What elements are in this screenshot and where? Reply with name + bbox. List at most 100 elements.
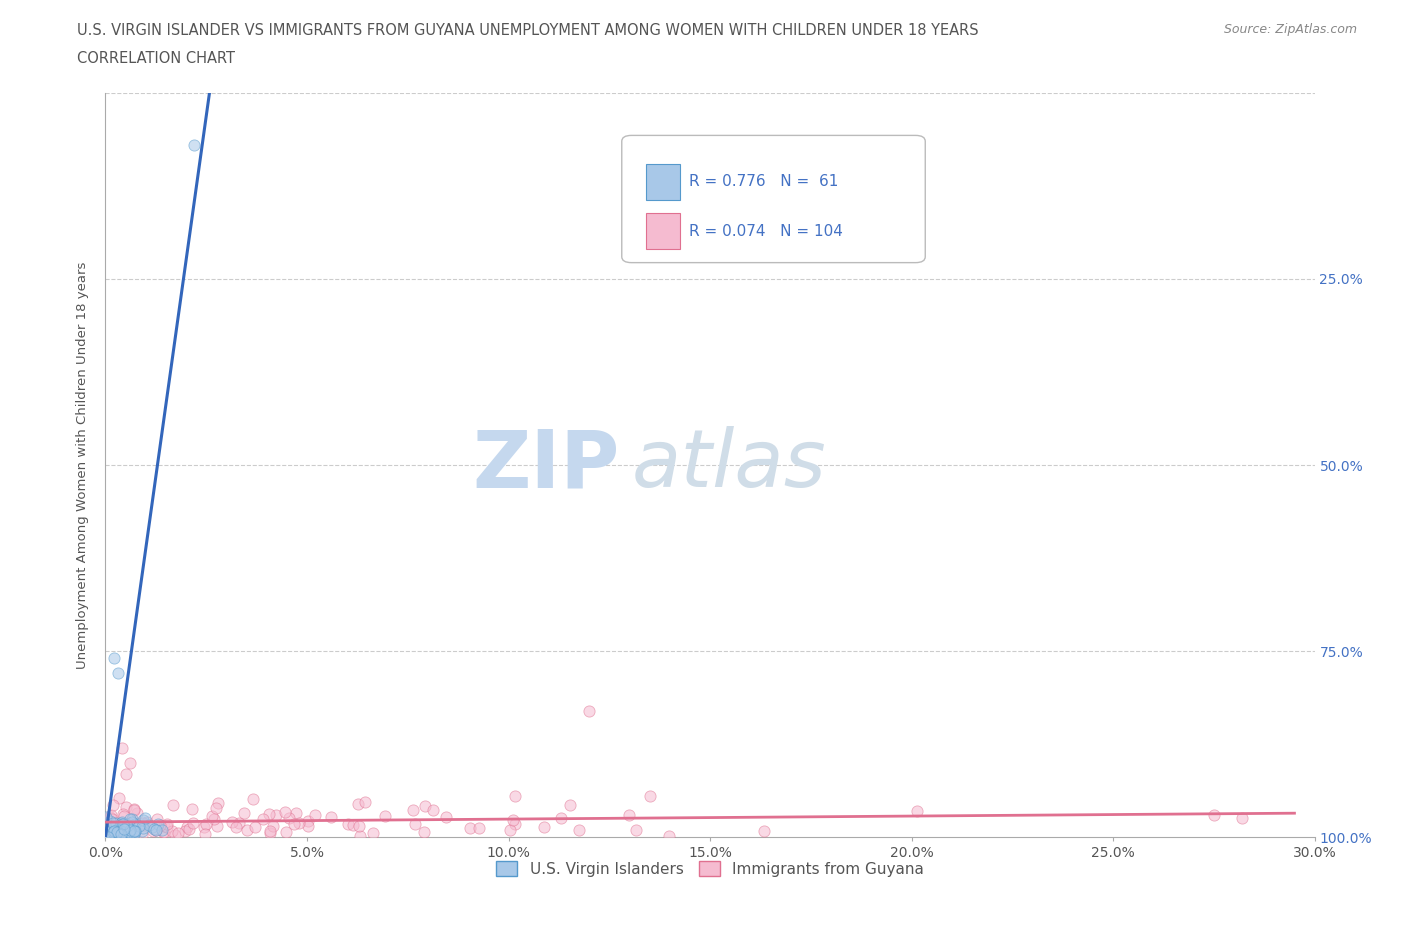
Point bbox=[152, 825, 174, 840]
Point bbox=[568, 823, 591, 838]
Point bbox=[402, 803, 425, 817]
Point bbox=[288, 816, 311, 830]
Point bbox=[114, 766, 136, 781]
Point bbox=[284, 805, 307, 820]
Text: R = 0.776   N =  61: R = 0.776 N = 61 bbox=[689, 174, 839, 189]
Point bbox=[274, 804, 297, 819]
Point bbox=[110, 816, 132, 830]
Point bbox=[142, 824, 165, 839]
Point bbox=[166, 825, 188, 840]
Point bbox=[201, 809, 224, 824]
Point bbox=[104, 816, 127, 830]
Point bbox=[112, 817, 135, 831]
Point bbox=[205, 818, 228, 833]
Point bbox=[550, 810, 572, 825]
Point bbox=[98, 809, 121, 824]
Point bbox=[404, 817, 426, 831]
Point bbox=[413, 799, 436, 814]
FancyBboxPatch shape bbox=[621, 136, 925, 262]
Point bbox=[136, 815, 159, 830]
Point bbox=[336, 817, 359, 831]
Point bbox=[131, 813, 153, 828]
Point bbox=[145, 822, 167, 837]
Point bbox=[278, 811, 301, 826]
Point bbox=[153, 818, 176, 833]
Point bbox=[148, 817, 170, 831]
Point bbox=[160, 824, 183, 839]
Point bbox=[503, 817, 526, 831]
Point bbox=[638, 789, 661, 804]
Point bbox=[502, 812, 524, 827]
Point bbox=[1230, 811, 1253, 826]
Point bbox=[374, 809, 396, 824]
Point bbox=[752, 823, 775, 838]
Point bbox=[97, 828, 120, 843]
Point bbox=[118, 755, 141, 770]
Point bbox=[533, 819, 555, 834]
Point bbox=[112, 809, 135, 824]
Point bbox=[183, 138, 205, 153]
Point bbox=[297, 819, 319, 834]
Point bbox=[107, 666, 129, 681]
Text: ZIP: ZIP bbox=[472, 426, 620, 504]
Point bbox=[422, 803, 444, 817]
Point bbox=[96, 809, 118, 824]
Point bbox=[458, 821, 481, 836]
Point bbox=[156, 819, 179, 834]
Point bbox=[342, 817, 364, 832]
Point bbox=[103, 824, 125, 839]
Point bbox=[145, 822, 167, 837]
Point bbox=[624, 822, 647, 837]
Point bbox=[177, 821, 200, 836]
Point bbox=[124, 817, 146, 831]
Point bbox=[283, 817, 305, 831]
Point bbox=[143, 822, 166, 837]
Point bbox=[127, 805, 149, 820]
Point bbox=[101, 798, 124, 813]
Point bbox=[434, 809, 457, 824]
Point bbox=[907, 804, 929, 819]
Point bbox=[103, 819, 125, 834]
Point bbox=[122, 802, 145, 817]
Point bbox=[349, 829, 371, 844]
Point bbox=[176, 819, 198, 834]
Point bbox=[321, 810, 343, 825]
Text: Source: ZipAtlas.com: Source: ZipAtlas.com bbox=[1223, 23, 1357, 36]
Point bbox=[194, 817, 217, 831]
Point bbox=[117, 819, 139, 834]
Point bbox=[108, 826, 131, 841]
Point bbox=[347, 797, 370, 812]
Point bbox=[221, 815, 243, 830]
Point bbox=[259, 824, 281, 839]
Point bbox=[131, 823, 153, 838]
Point bbox=[108, 790, 131, 805]
Point bbox=[105, 825, 128, 840]
Point bbox=[558, 797, 581, 812]
Point bbox=[257, 807, 280, 822]
Text: U.S. VIRGIN ISLANDER VS IMMIGRANTS FROM GUYANA UNEMPLOYMENT AMONG WOMEN WITH CHI: U.S. VIRGIN ISLANDER VS IMMIGRANTS FROM … bbox=[77, 23, 979, 38]
Point bbox=[111, 817, 134, 831]
Text: R = 0.074   N = 104: R = 0.074 N = 104 bbox=[689, 224, 844, 239]
Point bbox=[413, 825, 436, 840]
Point bbox=[193, 819, 215, 834]
Point bbox=[163, 827, 186, 842]
Point bbox=[111, 806, 134, 821]
Point bbox=[658, 828, 681, 843]
Point bbox=[110, 740, 132, 755]
Point bbox=[101, 811, 124, 826]
Point bbox=[103, 824, 125, 839]
Point bbox=[156, 817, 179, 831]
Point bbox=[361, 826, 384, 841]
Point bbox=[131, 828, 153, 843]
Point bbox=[132, 820, 155, 835]
Point bbox=[228, 816, 250, 830]
Point bbox=[105, 824, 128, 839]
Point bbox=[122, 826, 145, 841]
Point bbox=[262, 818, 284, 833]
Point bbox=[118, 825, 141, 840]
Point bbox=[124, 823, 146, 838]
Point bbox=[138, 817, 160, 832]
Point bbox=[252, 811, 274, 826]
Point bbox=[173, 824, 195, 839]
Text: atlas: atlas bbox=[631, 426, 827, 504]
